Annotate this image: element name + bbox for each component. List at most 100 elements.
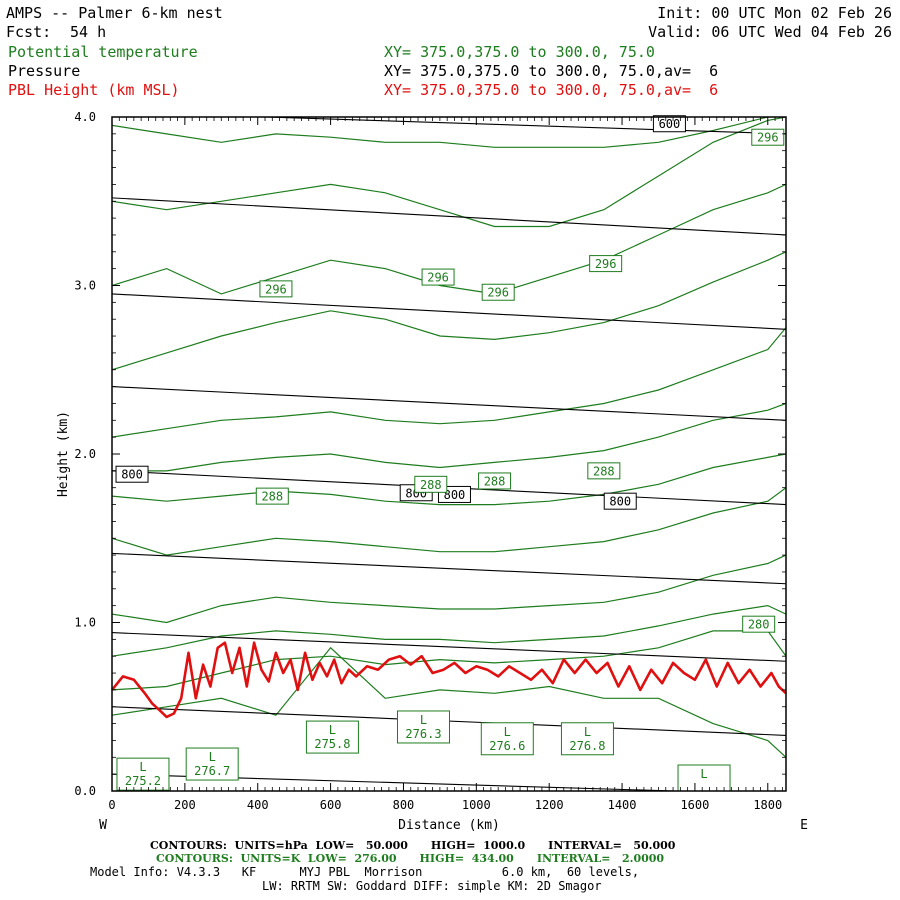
theta-label: 296 [757, 131, 779, 145]
low-center-box [116, 757, 170, 791]
pressure-label: 800 [609, 495, 631, 509]
theta-label-box [478, 472, 512, 490]
theta-label-box [255, 487, 289, 505]
x-axis-label: Distance (km) [398, 818, 500, 833]
low-center-letter: L [209, 750, 216, 764]
x-tick-label: 1200 [535, 798, 564, 812]
pressure-contour-line [112, 386, 786, 421]
footer-theta-contours: CONTOURS: UNITS=K LOW= 276.00 HIGH= 434.… [156, 852, 665, 865]
low-center-value: 276.6 [489, 739, 525, 753]
low-center-box [305, 720, 359, 754]
footer-pressure-contours: CONTOURS: UNITS=hPa LOW= 50.000 HIGH= 10… [150, 839, 676, 852]
axes: 0 200 400 600 800 1000 1200 1400 1600 1800 0.0 1.0 2… [74, 110, 786, 812]
pressure-label: 800 [121, 468, 143, 482]
chart-title: AMPS -- Palmer 6-km nest [6, 4, 223, 22]
init-time: Init: 00 UTC Mon 02 Feb 26 [657, 4, 892, 22]
theta-contour-line [112, 453, 786, 506]
theta-contour-line [112, 402, 786, 472]
theta-label-box [589, 255, 623, 273]
theta-contour-line [112, 327, 786, 438]
theta-label-box [414, 475, 448, 493]
theta-contour-line [112, 487, 786, 556]
low-center-letter: L [584, 725, 591, 739]
theta-label: 288 [420, 478, 442, 492]
forecast-hours: 54 h [70, 23, 107, 41]
theta-label: 288 [261, 490, 283, 504]
theta-contour-line [112, 646, 786, 758]
legend-theta-xy: XY= 375.0,375.0 to 300.0, 75.0 [384, 43, 655, 61]
y-axis-label: Height (km) [56, 411, 71, 497]
theta-label-box [259, 280, 293, 298]
theta-contour-line [112, 604, 786, 657]
pressure-contour-line [112, 197, 786, 236]
theta-contour-line [112, 251, 786, 371]
low-center-letter: L [504, 725, 511, 739]
pressure-contour-line [112, 293, 786, 330]
valid-time: Valid: 06 UTC Wed 04 Feb 26 [648, 23, 892, 41]
low-center-value: 276.8 [569, 739, 605, 753]
legend-pbl-xy: XY= 375.0,375.0 to 300.0, 75.0,av= 6 [384, 81, 719, 99]
theta-label: 288 [593, 464, 615, 478]
x-tick-label: 1600 [680, 798, 709, 812]
low-center-value: 275.2 [125, 774, 161, 788]
y-tick-label: 4.0 [74, 110, 96, 124]
pressure-contour-line [112, 632, 786, 662]
theta-label: 280 [748, 618, 770, 632]
low-center-letter: L [420, 713, 427, 727]
y-tick-label: 2.0 [74, 447, 96, 461]
theta-label: 296 [595, 257, 617, 271]
pressure-contours [112, 117, 786, 791]
low-center-value: 276.3 [405, 727, 441, 741]
theta-contour-line [112, 117, 772, 148]
theta-label-box [587, 462, 621, 480]
low-center-letter: L [329, 723, 336, 737]
theta-contour-line [112, 554, 786, 624]
legend-pressure-name: Pressure [8, 62, 81, 80]
footer-physics-info: LW: RRTM SW: Goddard DIFF: simple KM: 2D… [262, 879, 602, 893]
y-tick-label: 1.0 [74, 616, 96, 630]
y-tick-label: 3.0 [74, 279, 96, 293]
theta-contour-line [112, 117, 786, 228]
y-tick-label: 0.0 [74, 784, 96, 798]
legend-pbl-name: PBL Height (km MSL) [8, 81, 180, 99]
legend-pressure-xy: XY= 375.0,375.0 to 300.0, 75.0,av= 6 [384, 62, 719, 80]
x-tick-label: 1000 [462, 798, 491, 812]
footer-model-info: Model Info: V4.3.3 KF MYJ PBL Morrison 6… [90, 865, 640, 879]
theta-label: 296 [265, 282, 287, 296]
pressure-label: 800 [444, 488, 466, 502]
cross-section-chart: 800 800 800 800 600 296 296 296 296 296 288 288 288 2… [56, 110, 808, 833]
x-tick-label: 200 [174, 798, 196, 812]
x-tick-label: 1400 [608, 798, 637, 812]
theta-label: 296 [487, 286, 509, 300]
legend-theta-name: Potential temperature [8, 43, 198, 61]
pressure-contour-line [112, 552, 786, 585]
theta-label-box [421, 268, 455, 286]
theta-label: 296 [427, 271, 449, 285]
low-center-box [396, 710, 450, 744]
low-center-letter: L [139, 760, 146, 774]
theta-label-box [751, 128, 785, 146]
theta-label-box [481, 283, 515, 301]
low-center-box [185, 747, 239, 781]
pbl-height-line [110, 641, 787, 719]
low-center-value: 276.7 [194, 764, 230, 778]
low-center-box [480, 722, 534, 756]
x-tick-label: 800 [393, 798, 415, 812]
theta-contours [112, 117, 786, 758]
low-center-value: 275.8 [314, 737, 350, 751]
pbl-height-layer [110, 641, 787, 719]
low-center-letter: L [700, 767, 707, 781]
x-tick-label: 1800 [753, 798, 782, 812]
pressure-label: 600 [659, 117, 681, 131]
west-label: W [99, 818, 107, 833]
x-tick-label: 0 [108, 798, 115, 812]
theta-label-box [742, 615, 776, 633]
pressure-label-box [115, 465, 149, 483]
forecast-label: Fcst: [6, 23, 52, 41]
x-tick-label: 400 [247, 798, 269, 812]
east-label: E [800, 818, 808, 833]
pressure-label-box [603, 492, 637, 510]
theta-label: 288 [484, 474, 506, 488]
theta-contour-line [112, 183, 786, 295]
